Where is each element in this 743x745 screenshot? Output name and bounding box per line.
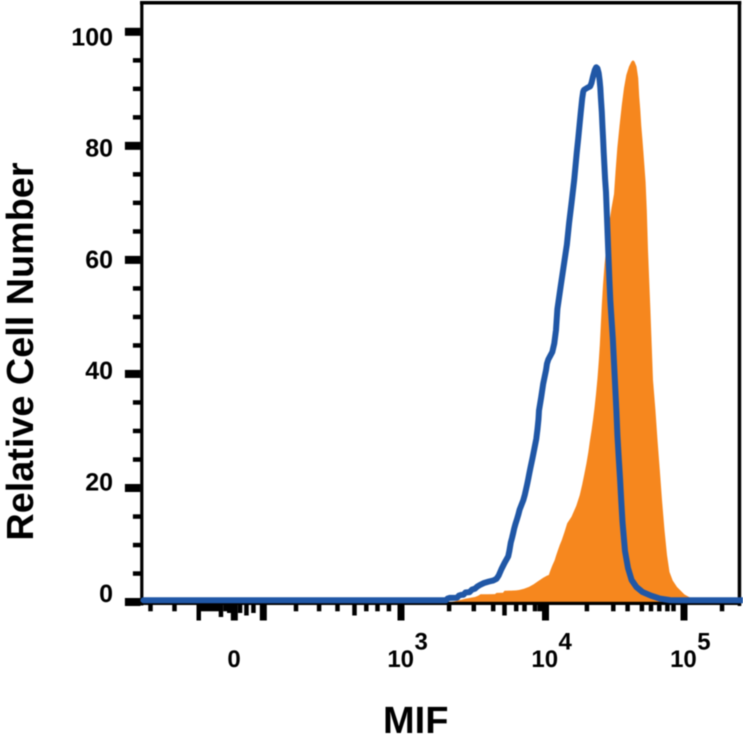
svg-text:20: 20	[85, 469, 113, 497]
svg-text:60: 60	[85, 246, 113, 274]
svg-text:40: 40	[85, 357, 113, 385]
svg-text:0: 0	[99, 580, 113, 608]
svg-text:0: 0	[227, 646, 240, 673]
svg-text:100: 100	[71, 23, 113, 51]
svg-text:MIF: MIF	[383, 700, 448, 742]
svg-text:80: 80	[85, 135, 113, 163]
svg-text:Relative Cell Number: Relative Cell Number	[0, 162, 42, 540]
